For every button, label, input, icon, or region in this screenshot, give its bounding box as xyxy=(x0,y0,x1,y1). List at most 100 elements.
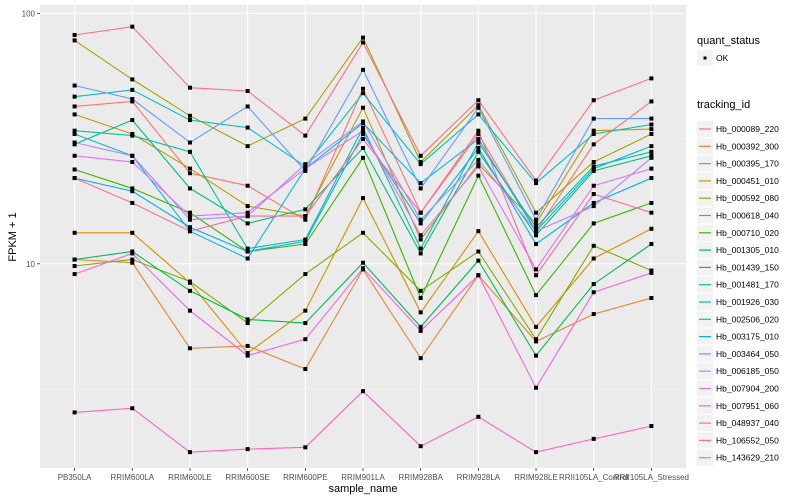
data-point xyxy=(130,200,135,205)
data-point xyxy=(361,125,365,130)
data-point xyxy=(476,162,481,167)
data-point xyxy=(418,246,423,251)
x-tick-label: RRIM600LA xyxy=(110,473,154,482)
data-point xyxy=(591,166,596,171)
data-point xyxy=(534,233,539,238)
data-point xyxy=(187,166,192,171)
data-point xyxy=(534,267,539,272)
data-point xyxy=(361,119,365,124)
data-point xyxy=(591,159,596,164)
data-point xyxy=(303,445,308,450)
data-point xyxy=(534,225,539,230)
data-point xyxy=(476,98,481,103)
data-point xyxy=(245,353,250,358)
data-point xyxy=(245,256,250,261)
data-point xyxy=(187,217,192,222)
legend-label-Hb_000710_020: Hb_000710_020 xyxy=(716,228,779,238)
data-point xyxy=(361,128,365,133)
data-point xyxy=(591,98,596,103)
data-point xyxy=(303,207,308,212)
data-point xyxy=(418,210,423,215)
data-point xyxy=(418,159,423,164)
data-point xyxy=(591,312,596,317)
data-point xyxy=(72,176,77,181)
data-point xyxy=(130,230,135,235)
data-point xyxy=(649,149,654,154)
y-axis: 10 100 xyxy=(22,9,40,269)
data-point xyxy=(303,321,308,326)
x-tick-label: RRII105LA_Control xyxy=(559,473,629,482)
data-point xyxy=(591,243,596,248)
data-point xyxy=(591,116,596,121)
data-point xyxy=(591,168,596,173)
legend: quant_status OK tracking_id Hb_000089_22… xyxy=(697,35,779,466)
legend-label-Hb_001481_170: Hb_001481_170 xyxy=(716,280,779,290)
legend-label-Hb_000592_080: Hb_000592_080 xyxy=(716,193,779,203)
data-point xyxy=(476,137,481,142)
data-point xyxy=(187,171,192,176)
x-tick-label: RRIM600LE xyxy=(168,473,212,482)
data-point xyxy=(303,272,308,277)
data-point xyxy=(591,192,596,197)
data-point xyxy=(649,268,654,273)
data-point xyxy=(361,155,365,160)
data-point xyxy=(649,210,654,215)
data-point xyxy=(72,112,77,117)
data-point xyxy=(418,296,423,301)
data-point xyxy=(418,444,423,449)
data-point xyxy=(361,137,365,142)
legend-label-Hb_000451_010: Hb_000451_010 xyxy=(716,176,779,186)
legend-shape-label: OK xyxy=(716,53,729,63)
data-point xyxy=(245,210,250,215)
data-point xyxy=(245,144,250,149)
data-point xyxy=(534,293,539,298)
x-tick-label: RRIM928BA xyxy=(398,473,443,482)
data-point xyxy=(649,153,654,158)
data-point xyxy=(303,241,308,246)
data-point xyxy=(418,181,423,186)
data-point xyxy=(591,204,596,209)
data-point xyxy=(72,272,77,277)
data-point xyxy=(649,200,654,205)
data-point xyxy=(534,217,539,222)
data-point xyxy=(245,125,250,130)
data-point xyxy=(649,155,654,160)
legend-label-Hb_002506_020: Hb_002506_020 xyxy=(716,314,779,324)
data-point xyxy=(591,436,596,441)
data-point xyxy=(476,149,481,154)
legend-label-Hb_048937_040: Hb_048937_040 xyxy=(716,418,779,428)
data-point xyxy=(649,127,654,132)
data-point xyxy=(130,186,135,191)
data-point xyxy=(130,159,135,164)
x-axis-title: sample_name xyxy=(328,483,397,495)
data-point xyxy=(245,351,250,356)
data-point xyxy=(591,221,596,226)
data-point xyxy=(418,237,423,242)
data-point xyxy=(303,166,308,171)
data-point xyxy=(245,221,250,226)
data-point xyxy=(187,118,192,123)
data-point xyxy=(476,112,481,117)
data-point xyxy=(591,282,596,287)
x-axis: PB350LA RRIM600LA RRIM600LE RRIM600SE RRIM60… xyxy=(58,468,689,482)
data-point xyxy=(649,296,654,301)
data-point xyxy=(476,229,481,234)
legend-label-Hb_001305_010: Hb_001305_010 xyxy=(716,245,779,255)
data-point xyxy=(476,258,481,263)
data-point xyxy=(72,230,77,235)
data-point xyxy=(361,91,365,96)
data-point xyxy=(187,450,192,455)
data-point xyxy=(187,308,192,313)
data-point xyxy=(649,270,654,275)
data-point xyxy=(130,99,135,104)
data-point xyxy=(534,337,539,342)
data-point xyxy=(72,83,77,88)
data-point xyxy=(245,214,250,219)
data-point xyxy=(130,260,135,265)
data-point xyxy=(361,86,365,91)
data-point xyxy=(130,133,135,138)
data-point xyxy=(245,183,250,188)
data-point xyxy=(72,104,77,109)
data-point xyxy=(303,168,308,173)
